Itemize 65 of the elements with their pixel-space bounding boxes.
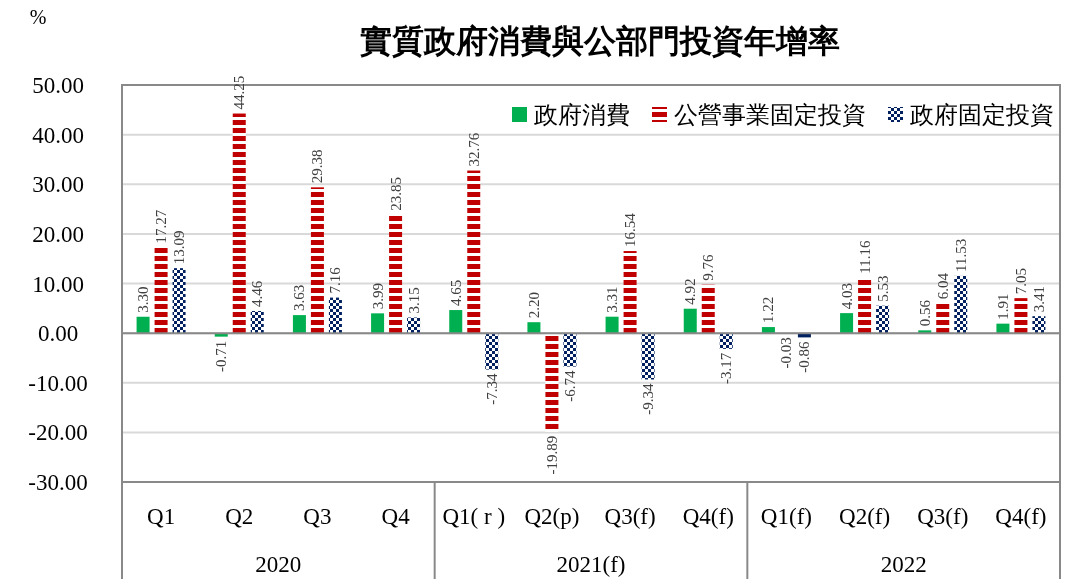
data-label: 5.53: [874, 275, 891, 302]
data-label: -0.03: [778, 337, 795, 369]
data-label: -19.89: [543, 435, 560, 475]
data-label: 11.16: [856, 240, 873, 274]
y-tick-label: -30.00: [28, 470, 88, 495]
data-label: 4.65: [447, 279, 464, 307]
data-label: 3.99: [369, 283, 386, 310]
data-label: 32.76: [465, 132, 482, 167]
data-label: 29.38: [309, 149, 326, 184]
x-tick-label: Q1: [147, 504, 176, 529]
text: 2021(f): [556, 552, 626, 577]
data-label: 17.27: [153, 209, 170, 244]
data-label: 1.22: [760, 296, 777, 324]
text: 2020: [255, 552, 302, 577]
data-label: 11.53: [952, 238, 969, 272]
data-label: 9.76: [700, 253, 717, 281]
data-label: 4.03: [838, 282, 855, 310]
data-label: 23.85: [387, 177, 404, 211]
y-axis-title: %: [29, 6, 47, 28]
data-label: 3.41: [1030, 285, 1047, 313]
x-tick-label: Q1(f): [760, 504, 812, 529]
data-label: -3.17: [718, 352, 735, 385]
y-tick-label: -10.00: [28, 370, 88, 396]
x-tick-label: Q3(f): [917, 504, 969, 529]
legend-label: 政府固定投資: [910, 101, 1054, 129]
chart-title: 實質政府消費與公部門投資年增率: [360, 22, 840, 60]
data-label: 4.46: [249, 280, 266, 307]
x-tick-label: Q3: [303, 504, 332, 529]
data-label: 6.04: [934, 272, 951, 300]
x-tick-label: Q2: [225, 504, 254, 529]
y-tick-label: -20.00: [28, 420, 88, 446]
data-label: 3.31: [604, 286, 621, 313]
data-label: 7.16: [327, 266, 344, 294]
legend-label: 公營事業固定投資: [674, 101, 866, 129]
text: 2022: [880, 552, 927, 577]
data-label: 13.09: [171, 230, 188, 265]
data-label: 0.56: [916, 299, 933, 327]
y-tick-label: 10.00: [32, 271, 84, 297]
x-tick-label: Q2(p): [524, 504, 580, 529]
data-label: -6.74: [561, 370, 578, 402]
x-tick-label: Q4(f): [995, 504, 1047, 529]
data-label: -9.34: [640, 382, 657, 415]
data-label: -0.71: [213, 340, 230, 372]
data-label: -7.34: [483, 373, 500, 405]
x-tick-label: Q1( r ): [442, 504, 506, 529]
x-tick-label: Q4(f): [682, 504, 734, 529]
data-label: 4.92: [682, 278, 699, 305]
data-label: 3.30: [135, 286, 152, 313]
data-label: 1.91: [994, 293, 1011, 320]
y-tick-label: 40.00: [32, 122, 84, 148]
y-tick-label: 0.00: [37, 321, 79, 347]
x-tick-label: Q2(f): [839, 504, 891, 529]
data-label: 44.25: [231, 75, 248, 110]
y-tick-label: 20.00: [32, 221, 84, 247]
data-label: 7.05: [1012, 267, 1029, 295]
legend-label: 政府消費: [534, 101, 630, 129]
data-label: -0.86: [796, 340, 813, 373]
data-label: 3.63: [291, 284, 308, 312]
x-tick-label: Q4: [381, 504, 411, 529]
data-label: 3.15: [405, 287, 422, 314]
y-tick-label: 50.00: [32, 73, 84, 98]
data-label: 2.20: [525, 291, 542, 319]
y-tick-label: 30.00: [32, 172, 84, 198]
data-label: 16.54: [622, 212, 639, 248]
x-tick-label: Q3(f): [604, 504, 656, 529]
